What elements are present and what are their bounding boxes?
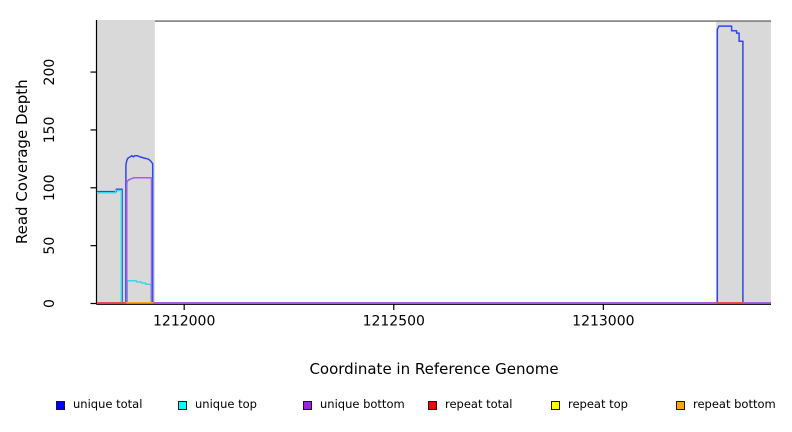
legend-item-repeat-bottom: repeat bottom: [676, 396, 776, 414]
legend-item-unique-bottom: unique bottom: [303, 396, 405, 414]
legend-label: unique bottom: [320, 397, 405, 412]
x-tick-label: 1212500: [363, 314, 425, 330]
repeat-top-swatch-icon: [551, 400, 560, 410]
series-line-unique-top: [126, 279, 152, 303]
legend-label: unique total: [73, 397, 143, 412]
legend-item-repeat-top: repeat top: [551, 396, 628, 414]
x-axis-title: Coordinate in Reference Genome: [309, 360, 558, 378]
legend-label: repeat total: [445, 397, 513, 412]
repeat-bottom-swatch-icon: [676, 400, 685, 410]
series-line-unique-bottom: [97, 176, 771, 304]
x-tick-label: 1213000: [572, 314, 634, 330]
x-tick-label: 1212000: [153, 314, 215, 330]
repeat-total-swatch-icon: [428, 400, 437, 410]
unique-total-swatch-icon: [56, 400, 65, 410]
legend-item-unique-top: unique top: [178, 396, 257, 414]
y-axis-title: Read Coverage Depth: [13, 79, 31, 244]
legend-label: repeat top: [568, 397, 628, 412]
y-tick-label: 50: [42, 237, 58, 255]
y-tick-label: 0: [42, 299, 58, 308]
legend-label: unique top: [195, 397, 257, 412]
plot-legend: unique total unique top unique bottom re…: [0, 396, 792, 420]
legend-item-unique-total: unique total: [56, 396, 142, 414]
coverage-plot: 1212000 1212500 1213000 0 50 100 150 200 Coordin…: [13, 20, 771, 378]
unique-bottom-swatch-icon: [303, 400, 312, 410]
y-tick-label: 100: [42, 174, 58, 201]
unique-top-swatch-icon: [178, 400, 187, 410]
y-tick-label: 150: [42, 117, 58, 144]
series-line-unique-top: [97, 189, 123, 303]
y-tick-label: 200: [42, 59, 58, 86]
legend-label: repeat bottom: [693, 397, 776, 412]
legend-item-repeat-total: repeat total: [428, 396, 512, 414]
series-line-unique-total: [97, 25, 771, 304]
